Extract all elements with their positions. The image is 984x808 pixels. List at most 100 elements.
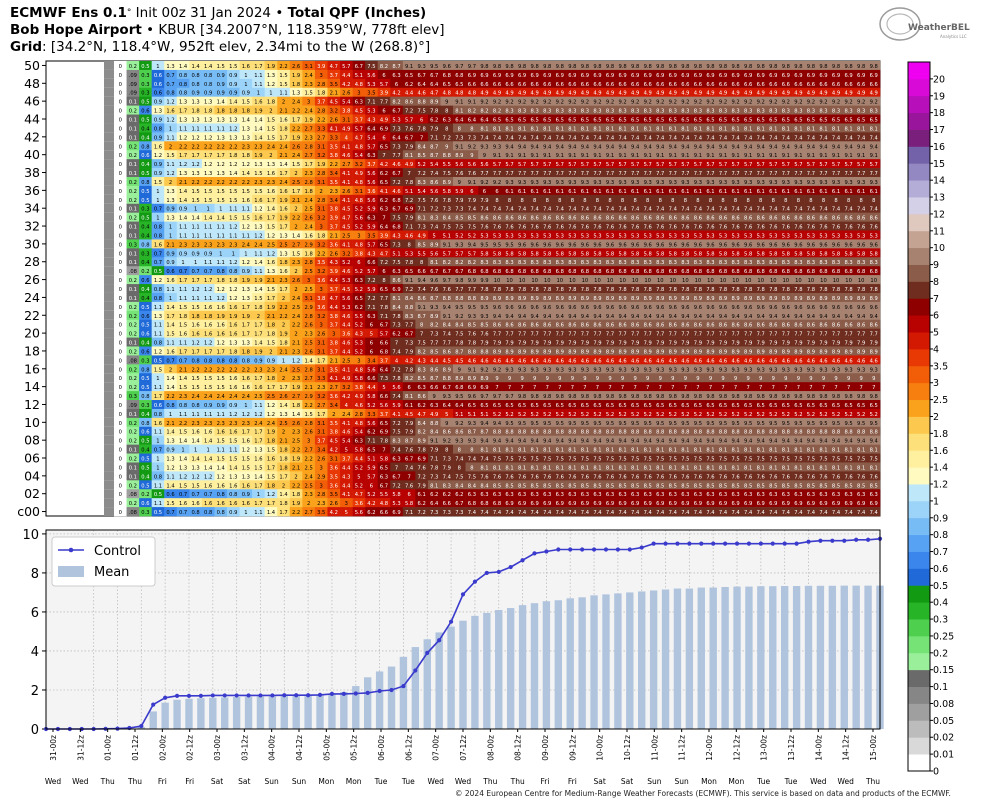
heatmap-cell-label: 4.6 [493,358,501,364]
heatmap-cell-label: 7.8 [405,367,413,373]
heatmap-cell-label: 8 [784,198,787,204]
heatmap-cell-label: 6.8 [392,225,400,231]
heatmap-cell-label: 3 [357,233,360,239]
heatmap-cell-label: 4.1 [342,144,350,150]
heatmap-cell-label: 2.2 [179,421,187,427]
heatmap-cell-label: 4.6 [807,358,815,364]
heatmap-cell-label: 1.2 [242,260,250,266]
heatmap-cell-label: 7.4 [832,135,841,141]
heatmap-cell [164,105,178,115]
heatmap-cell-label: 5.4 [430,162,439,168]
heatmap-cell-label: 4.1 [342,180,350,186]
heatmap-cell [289,114,303,124]
heatmap-cell [114,69,127,80]
heatmap-cell [201,114,215,124]
heatmap-cell-label: 0.6 [154,403,162,409]
heatmap-cell [503,132,517,142]
heatmap-cell-label: 9.8 [694,64,702,70]
heatmap-cell-label: 7.7 [731,332,739,338]
heatmap-cell-label: 1.7 [242,323,250,329]
heatmap-cell-label: 9.1 [543,153,551,159]
heatmap-cell-label: 7.6 [430,198,438,204]
heatmap-cell-label: 8.3 [870,109,878,115]
heatmap-cell-label: .09 [129,91,137,97]
heatmap-cell-label: 0.8 [204,358,212,364]
heatmap-cell [867,114,881,124]
heatmap-cell [842,105,856,115]
heatmap-cell-label: 5.3 [543,233,551,239]
heatmap-cell-label: 5.8 [593,251,601,257]
heatmap-cell-label: 9.1 [455,144,463,150]
heatmap-cell-label: 0.5 [141,198,149,204]
heatmap-cell-label: 1.6 [279,189,287,195]
heatmap-cell-label: 6.4 [480,117,489,123]
heatmap-cell [302,69,316,80]
heatmap-cell-label: 9.1 [769,153,777,159]
heatmap-cell [176,132,190,142]
heatmap-cell-label: 8.9 [493,296,501,302]
heatmap-cell-label: 7 [558,385,561,391]
heatmap-cell-label: 6.1 [656,189,664,195]
heatmap-cell [302,114,316,124]
heatmap-cell-label: 6.8 [656,269,664,275]
heatmap-cell-label: 9.4 [644,314,653,320]
heatmap-cell-label: 9.3 [694,367,702,373]
heatmap-cell [716,78,730,89]
heatmap-cell-label: 9.4 [769,144,778,150]
heatmap-cell-label: 4.3 [367,117,375,123]
heatmap-cell-label: 4.6 [694,358,702,364]
heatmap-cell-label: 7 [420,135,423,141]
heatmap-cell [741,123,755,133]
heatmap-cell-label: 8.2 [455,260,463,266]
heatmap-cell-label: 4.6 [782,358,790,364]
heatmap-cell-label: 1.9 [267,305,275,311]
member-zero-cell [104,114,114,124]
heatmap-cell-label: 6.1 [543,189,551,195]
heatmap-cell-label: 1.2 [229,162,237,168]
heatmap-cell-label: 1.4 [292,233,301,239]
heatmap-cell-label: 3.2 [317,314,325,320]
heatmap-cell-label: 3.6 [367,189,375,195]
heatmap-cell-label: 6.5 [593,403,601,409]
heatmap-cell [478,114,492,124]
heatmap-cell-label: 4.6 [656,358,664,364]
heatmap-cell-label: 1 [244,73,247,79]
heatmap-cell [151,96,165,106]
heatmap-cell [616,114,630,124]
heatmap-cell [578,69,592,80]
heatmap-cell-label: 1.6 [254,385,262,391]
heatmap-cell-label: 0.1 [129,225,137,231]
heatmap-cell-label: 5.3 [757,233,765,239]
heatmap-cell-label: 6.8 [694,269,702,275]
heatmap-cell-label: 2 [169,144,172,150]
heatmap-cell-label: 2.1 [179,367,187,373]
heatmap-cell-label: 2.9 [305,242,313,248]
heatmap-cell-label: 4.9 [480,91,488,97]
heatmap-cell-label: 5.2 [857,412,865,418]
heatmap-cell-label: 1.3 [242,135,250,141]
heatmap-cell-label: 6.1 [731,189,739,195]
heatmap-cell-label: 9.4 [794,144,803,150]
heatmap-cell-label: 10 [720,278,727,284]
heatmap-cell [666,61,680,71]
heatmap-cell-label: 5.6 [480,162,488,168]
heatmap-cell-label: 9.3 [769,180,777,186]
heatmap-cell-label: 3.5 [367,233,375,239]
heatmap-cell-label: 3 [320,323,323,329]
heatmap-cell [779,96,793,106]
heatmap-cell [528,123,542,133]
heatmap-cell-label: 10 [820,278,827,284]
heatmap-cell-label: 10 [556,278,563,284]
heatmap-cell-label: 8 [684,198,687,204]
heatmap-cell-label: 9.8 [581,394,589,400]
heatmap-cell-label: 9.4 [807,314,816,320]
heatmap-cell-label: 3.7 [330,349,338,355]
heatmap-cell-label: 8.7 [430,376,438,382]
heatmap-cell-label: 7 [508,385,511,391]
heatmap-cell-label: 1.6 [229,332,237,338]
heatmap-cell-label: 10 [657,278,664,284]
member-zero-cell [104,257,114,267]
heatmap-cell-label: 7.8 [832,287,840,293]
heatmap-cell [528,141,542,151]
heatmap-cell-label: 2.2 [317,117,325,123]
